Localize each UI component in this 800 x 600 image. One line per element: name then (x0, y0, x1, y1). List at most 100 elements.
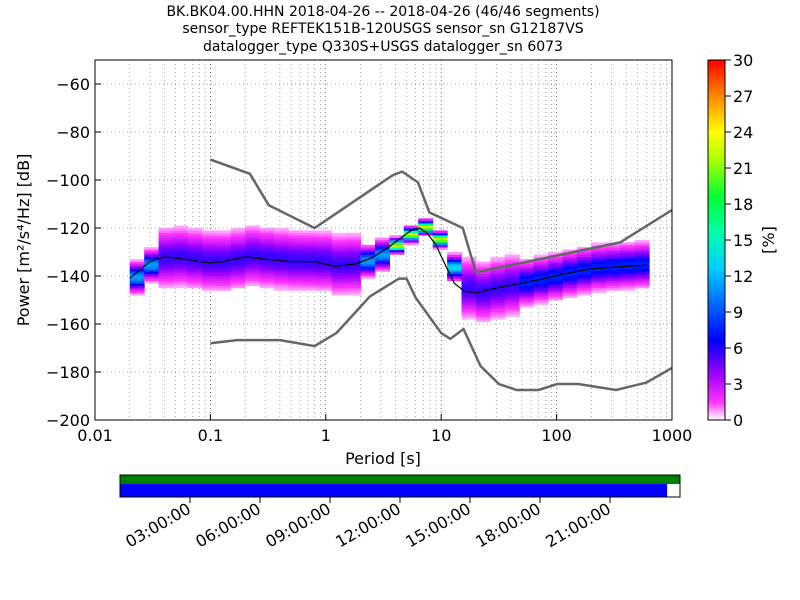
heatmap-cell (533, 302, 549, 306)
heatmap-cell (317, 256, 333, 260)
heatmap-cell (432, 242, 448, 246)
heatmap-cell (475, 297, 491, 301)
heatmap-cell (504, 312, 520, 315)
heatmap-cell (360, 261, 376, 265)
heatmap-cell (519, 259, 535, 262)
heatmap-cell (245, 264, 261, 267)
heatmap-cell (504, 259, 520, 262)
heatmap-cell (259, 228, 275, 231)
heatmap-cell (475, 316, 491, 320)
heatmap-cell (129, 261, 145, 265)
heatmap-cell (403, 232, 419, 236)
colorbar-tick-label: 9 (733, 303, 743, 322)
heatmap-cell (490, 309, 506, 313)
heatmap-cell (562, 292, 578, 296)
heatmap-cell (230, 276, 246, 279)
heatmap-cell (634, 249, 650, 253)
heatmap-cell (317, 259, 333, 262)
heatmap-cell (158, 244, 174, 248)
heatmap-cell (302, 232, 318, 236)
heatmap-cell (201, 242, 217, 246)
heatmap-cell (490, 316, 506, 320)
heatmap-cell (418, 225, 434, 229)
heatmap-cell (634, 266, 650, 270)
heatmap-cell (331, 268, 347, 272)
coverage-tick-label: 06:00:00 (192, 499, 264, 551)
heatmap-cell (475, 290, 491, 294)
heatmap-cell (187, 276, 203, 279)
heatmap-cell (576, 271, 592, 274)
heatmap-cell (533, 297, 549, 301)
heatmap-cell (576, 261, 592, 265)
heatmap-cell (230, 247, 246, 250)
heatmap-cell (274, 237, 289, 241)
heatmap-cell (129, 268, 145, 272)
heatmap-cell (129, 259, 145, 262)
heatmap-cell (634, 254, 650, 258)
heatmap-cell (490, 304, 506, 308)
heatmap-cell (360, 276, 376, 279)
heatmap-cell (187, 283, 203, 286)
heatmap-cell (620, 271, 636, 274)
heatmap-cell (274, 252, 289, 255)
heatmap-cell (216, 232, 232, 236)
heatmap-cell (576, 254, 592, 258)
heatmap-cell (533, 290, 549, 294)
heatmap-cell (346, 252, 362, 255)
heatmap-cell (230, 244, 246, 248)
heatmap-cell (158, 254, 174, 258)
heatmap-cell (274, 230, 289, 234)
heatmap-cell (129, 273, 145, 277)
heatmap-cell (331, 240, 347, 243)
heatmap-cell (447, 271, 463, 274)
heatmap-cell (620, 280, 636, 284)
heatmap-cell (158, 266, 174, 270)
heatmap-cell (620, 261, 636, 265)
heatmap-cell (230, 232, 246, 236)
heatmap-cell (288, 254, 304, 258)
heatmap-cell (259, 285, 275, 289)
heatmap-cell (504, 254, 520, 258)
heatmap-cell (173, 228, 188, 231)
heatmap-cell (187, 249, 203, 253)
x-tick-label: 0.01 (77, 426, 113, 445)
heatmap-cell (620, 285, 636, 289)
heatmap-cell (562, 290, 578, 294)
heatmap-cell (591, 271, 607, 274)
heatmap-cell (259, 261, 275, 265)
heatmap-cell (576, 264, 592, 267)
heatmap-cell (288, 288, 304, 291)
heatmap-cell (274, 242, 289, 246)
heatmap-cell (346, 276, 362, 279)
heatmap-cell (475, 280, 491, 284)
heatmap-cell (360, 247, 376, 250)
heatmap-cell (360, 266, 376, 270)
heatmap-cell (346, 242, 362, 246)
colorbar-tick-label: 18 (733, 195, 753, 214)
heatmap-cell (620, 259, 636, 262)
heatmap-cell (288, 230, 304, 234)
heatmap-cell (490, 290, 506, 294)
y-tick-label: −160 (46, 315, 90, 334)
heatmap-cell (331, 232, 347, 236)
plot-frame (94, 59, 673, 421)
heatmap-cell (360, 273, 376, 277)
heatmap-cell (403, 230, 419, 234)
heatmap-cell (158, 264, 174, 267)
heatmap-cell (461, 316, 477, 320)
heatmap-cell (490, 307, 506, 310)
heatmap-cell (129, 283, 145, 286)
heatmap-cell (591, 256, 607, 260)
heatmap-cell (158, 283, 174, 286)
heatmap-cell (201, 240, 217, 243)
heatmap-cell (504, 261, 520, 265)
heatmap-cell (576, 292, 592, 296)
heatmap-cell (216, 259, 232, 262)
heatmap-cell (346, 273, 362, 277)
heatmap-cell (375, 244, 390, 248)
heatmap-cell (389, 249, 405, 253)
heatmap-cell (576, 252, 592, 255)
heatmap-cell (533, 276, 549, 279)
heatmap-cell (591, 268, 607, 272)
heatmap-cell (504, 288, 520, 291)
